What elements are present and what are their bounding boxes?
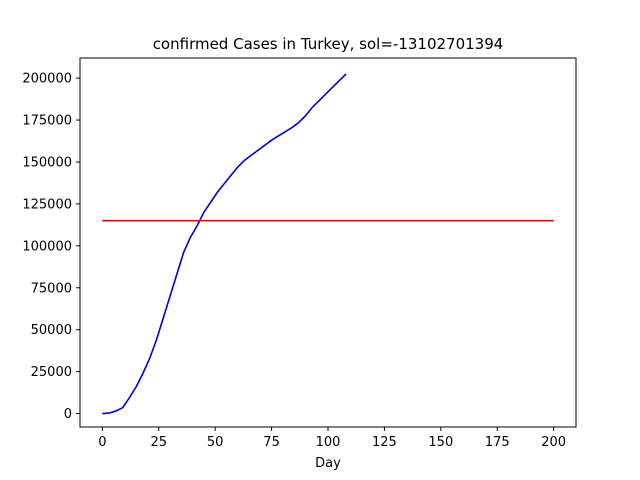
- y-tick-label: 0: [64, 407, 72, 422]
- y-tick-label: 50000: [31, 323, 72, 338]
- y-axis-ticks: 0 25000 50000 75000 100000 125000 150000 175000…: [22, 72, 80, 422]
- y-tick-label: 100000: [22, 239, 72, 254]
- x-tick-label: 0: [98, 435, 106, 450]
- x-axis-ticks: 0 25 50 75 100 125 150 175 200: [98, 427, 566, 450]
- x-tick-label: 200: [541, 435, 566, 450]
- x-tick-label: 125: [372, 435, 397, 450]
- x-tick-label: 150: [428, 435, 453, 450]
- y-tick-label: 200000: [22, 72, 72, 87]
- chart-title: confirmed Cases in Turkey, sol=-13102701…: [153, 35, 504, 53]
- series-layer: [102, 73, 554, 415]
- y-tick-label: 150000: [22, 155, 72, 170]
- x-axis-label: Day: [315, 456, 341, 471]
- x-tick-label: 25: [150, 435, 167, 450]
- x-tick-label: 175: [485, 435, 510, 450]
- y-tick-label: 75000: [31, 281, 72, 296]
- x-tick-label: 50: [207, 435, 224, 450]
- y-tick-label: 175000: [22, 114, 72, 129]
- axes-frame: [79, 57, 577, 428]
- series-line-1: [102, 73, 347, 415]
- x-tick-label: 100: [316, 435, 341, 450]
- plot-area: [79, 57, 577, 428]
- y-tick-label: 25000: [31, 365, 72, 380]
- x-tick-label: 75: [263, 435, 280, 450]
- y-tick-label: 125000: [22, 197, 72, 212]
